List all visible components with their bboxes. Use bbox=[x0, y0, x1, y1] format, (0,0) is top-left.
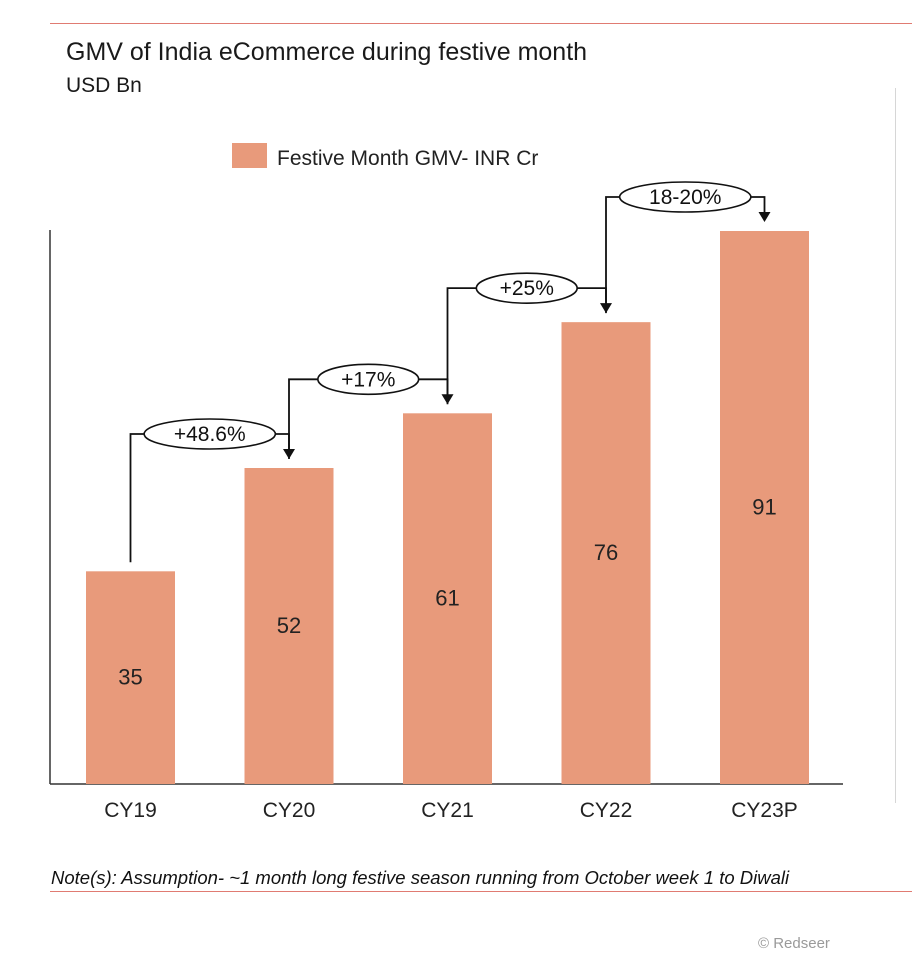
bar-CY23P bbox=[720, 231, 809, 784]
legend-label: Festive Month GMV- INR Cr bbox=[277, 147, 538, 170]
x-tick-label: CY20 bbox=[263, 799, 316, 822]
growth-callout bbox=[143, 418, 277, 450]
right-divider bbox=[895, 88, 896, 803]
bar-CY20 bbox=[244, 468, 334, 784]
growth-callout bbox=[618, 181, 752, 213]
top-divider bbox=[50, 23, 912, 24]
x-tick-label: CY21 bbox=[421, 799, 474, 822]
x-tick-label: CY22 bbox=[580, 799, 633, 822]
footnote-divider bbox=[50, 891, 912, 892]
bar-chart: Festive Month GMV- INR Cr 35 CY19 52 CY20 61… bbox=[49, 143, 843, 822]
growth-callout-label: +25% bbox=[500, 277, 554, 300]
bar-CY22 bbox=[561, 322, 651, 784]
legend: Festive Month GMV- INR Cr bbox=[232, 143, 538, 170]
growth-callout bbox=[317, 363, 420, 396]
copyright: © Redseer bbox=[758, 935, 830, 952]
growth-callout-label: 18-20% bbox=[649, 186, 721, 209]
x-tick-label: CY23P bbox=[731, 799, 798, 822]
chart-title: GMV of India eCommerce during festive mo… bbox=[66, 38, 588, 66]
growth-arrowhead bbox=[758, 212, 771, 222]
growth-callout-label: +17% bbox=[341, 368, 395, 391]
growth-callout-label: +48.6% bbox=[174, 423, 246, 446]
bar-CY21 bbox=[403, 413, 492, 784]
data-label: 61 bbox=[435, 586, 459, 611]
growth-callout bbox=[475, 272, 578, 304]
data-label: 35 bbox=[118, 665, 142, 690]
x-tick-label: CY19 bbox=[104, 799, 157, 822]
data-label: 76 bbox=[594, 540, 618, 565]
chart-subtitle: USD Bn bbox=[66, 74, 142, 97]
bar-CY19 bbox=[86, 571, 175, 784]
legend-swatch bbox=[232, 143, 267, 168]
footnote: Note(s): Assumption- ~1 month long festi… bbox=[51, 867, 790, 888]
data-label: 91 bbox=[752, 495, 776, 520]
data-label: 52 bbox=[277, 613, 301, 638]
